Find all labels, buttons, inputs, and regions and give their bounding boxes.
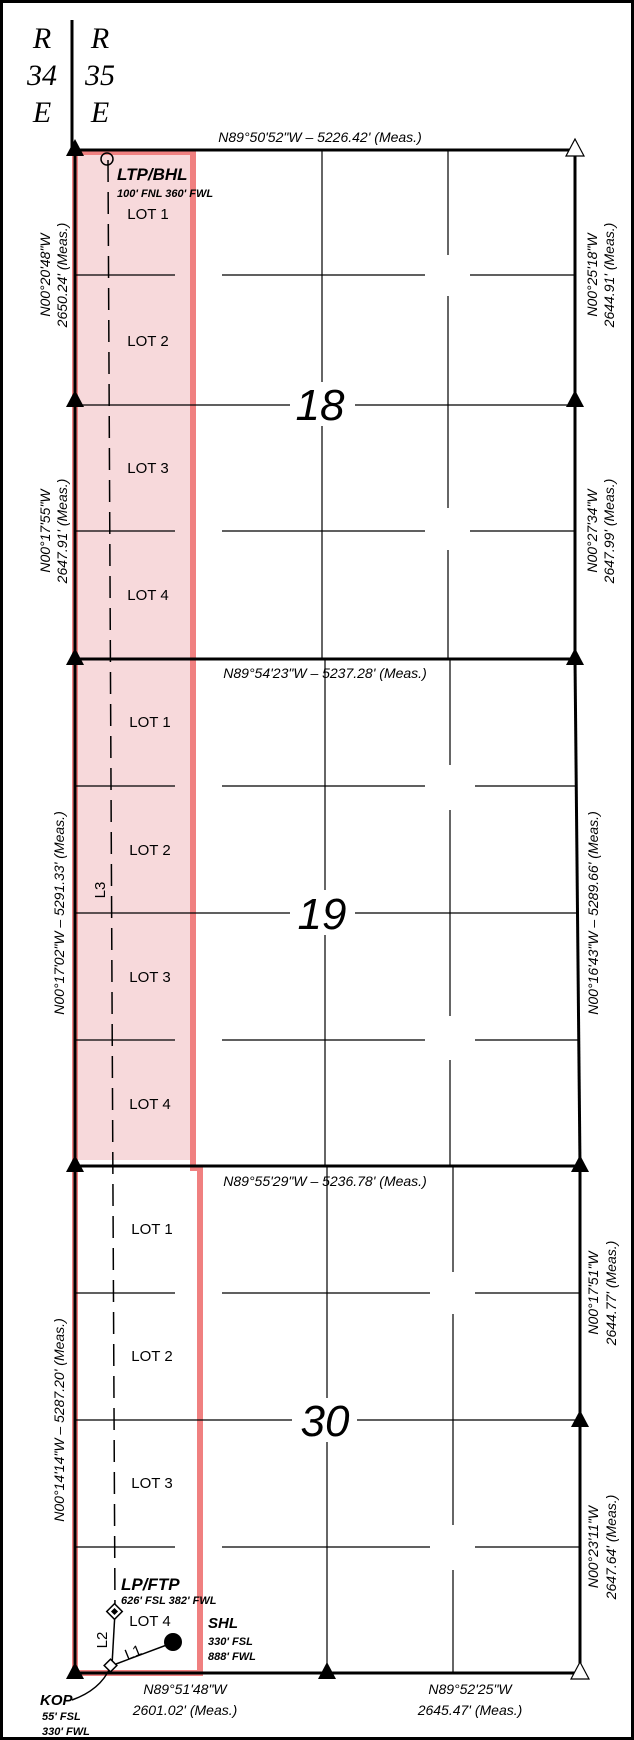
wellbore-path <box>71 159 173 1701</box>
corner-marker <box>66 1662 84 1679</box>
lot-label: LOT 2 <box>131 1348 172 1365</box>
shl-marker <box>164 1633 182 1651</box>
corner-marker <box>571 1410 589 1427</box>
ltp-bhl-detail: 100' FNL 360' FWL <box>117 188 213 200</box>
line-l1 <box>115 1642 173 1665</box>
bearing-label: N89°50'52"W – 5226.42' (Meas.) <box>218 129 421 145</box>
lateral-l3 <box>107 159 116 1613</box>
shl-detail: 330' FSL <box>208 1636 253 1648</box>
kop-label: KOP <box>40 1692 74 1709</box>
bearing-label: N00°17'55"W <box>37 488 53 573</box>
corner-marker <box>318 1662 336 1679</box>
bearing-label: N89°55'29"W – 5236.78' (Meas.) <box>223 1173 426 1189</box>
corner-marker-open <box>565 137 585 157</box>
bearing-label: N89°52'25"W <box>428 1681 513 1697</box>
line-label-l3: L3 <box>92 882 109 899</box>
bearing-label: N89°51'48"W <box>143 1681 228 1697</box>
bearing-label: N00°17'51"W <box>585 1250 601 1335</box>
lot-label: LOT 4 <box>127 587 168 604</box>
corner-marker <box>566 648 584 665</box>
bearing-label: 2647.64' (Meas.) <box>603 1495 619 1601</box>
lp-ftp-marker <box>105 1602 124 1621</box>
lot-label: LOT 2 <box>127 333 168 350</box>
east-bearings: N00°25'18"W 2644.91' (Meas.) N00°27'34"W… <box>584 223 619 1601</box>
section-number: 18 <box>296 381 345 430</box>
corner-marker <box>571 1155 589 1172</box>
lot-label: LOT 1 <box>129 714 170 731</box>
kop-marker <box>103 1658 118 1673</box>
ltp-bhl-label: LTP/BHL <box>117 165 188 184</box>
bearing-label: 2601.02' (Meas.) <box>132 1702 238 1718</box>
bearing-label: N00°23'11"W <box>585 1504 601 1588</box>
west-bearings: N00°20'48"W 2650.24' (Meas.) N00°17'55"W… <box>37 223 70 1522</box>
line-label-l1: L1 <box>122 1642 144 1664</box>
bearing-label: 2647.91' (Meas.) <box>54 479 70 585</box>
bearing-label: N00°20'48"W <box>37 232 53 317</box>
range-east-r: R <box>90 22 109 55</box>
section-corners <box>66 137 590 1680</box>
shl-label: SHL <box>208 1615 238 1632</box>
section-number: 30 <box>301 1397 350 1446</box>
corner-marker <box>66 139 84 156</box>
bearing-label: N00°16'43"W – 5289.66' (Meas.) <box>585 811 601 1014</box>
lot-label: LOT 1 <box>131 1221 172 1238</box>
bearing-label: 2645.47' (Meas.) <box>417 1702 523 1718</box>
quarter-grid <box>75 150 580 1673</box>
range-east-dir: E <box>90 96 109 129</box>
lp-ftp-detail: 626' FSL 382' FWL <box>121 1595 217 1607</box>
kop-detail: 330' FWL <box>42 1726 90 1738</box>
lot-label: LOT 4 <box>129 1613 170 1630</box>
kop-detail: 55' FSL <box>42 1711 81 1723</box>
corner-marker <box>566 390 584 407</box>
corner-marker <box>66 390 84 407</box>
lp-ftp-label: LP/FTP <box>121 1575 180 1594</box>
range-west-dir: E <box>32 96 51 129</box>
range-west-num: 34 <box>26 59 57 92</box>
ltp-bhl-marker <box>100 152 114 166</box>
shl-detail: 888' FWL <box>208 1651 256 1663</box>
lot-label: LOT 2 <box>129 842 170 859</box>
bearing-label: N89°54'23"W – 5237.28' (Meas.) <box>223 665 426 681</box>
lot-label: LOT 3 <box>127 460 168 477</box>
range-west-r: R <box>32 22 51 55</box>
line-l2 <box>111 1611 116 1666</box>
bearing-label: 2650.24' (Meas.) <box>54 223 70 329</box>
corner-marker-open <box>570 1660 590 1680</box>
lot-label: LOT 3 <box>129 969 170 986</box>
line-label-l2: L2 <box>94 1632 111 1649</box>
bearing-label: 2644.77' (Meas.) <box>603 1241 619 1347</box>
lot-label: LOT 1 <box>127 206 168 223</box>
section-number: 19 <box>298 890 347 939</box>
corner-marker <box>66 648 84 665</box>
kop-leader <box>71 1667 111 1701</box>
bearing-label: N00°27'34"W <box>584 488 600 573</box>
bearing-label: 2647.99' (Meas.) <box>601 479 617 585</box>
lot-label: LOT 3 <box>131 1475 172 1492</box>
corner-marker <box>66 1155 84 1172</box>
range-east-num: 35 <box>84 59 115 92</box>
bearing-label: N00°17'02"W – 5291.33' (Meas.) <box>51 811 67 1014</box>
bearing-label: N00°14'14"W – 5287.20' (Meas.) <box>51 1318 67 1521</box>
bearing-label: 2644.91' (Meas.) <box>601 223 617 329</box>
lot-label: LOT 4 <box>129 1096 170 1113</box>
bearing-label: N00°25'18"W <box>584 232 600 317</box>
lease-shading <box>75 152 193 1160</box>
